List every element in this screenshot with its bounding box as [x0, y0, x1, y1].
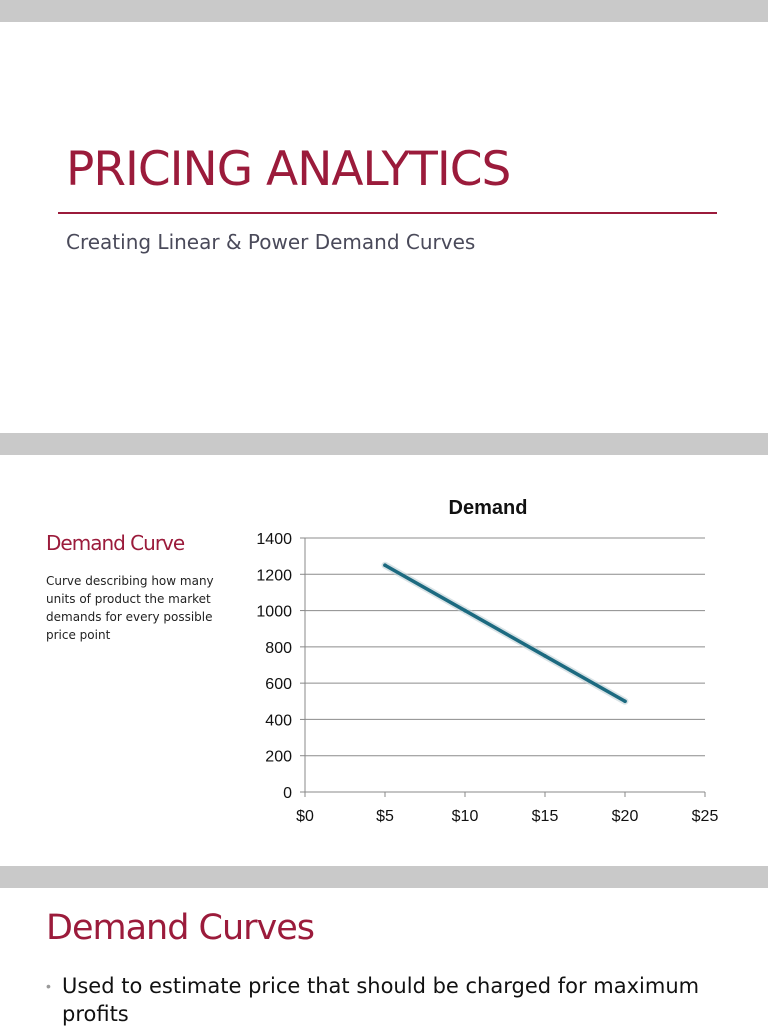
y-tick-label: 0 — [283, 785, 292, 802]
slide-separator-top — [0, 0, 768, 22]
slide-demand-curves — [0, 888, 768, 1024]
x-tick-label: $10 — [452, 808, 479, 825]
data-point — [383, 563, 387, 568]
chart-gridlines — [304, 537, 705, 793]
demand-curve-description: Curve describing how many units of produ… — [46, 574, 214, 642]
demand-curve-heading: Demand Curve — [46, 531, 185, 555]
slide-subtitle: Creating Linear & Power Demand Curves — [66, 230, 476, 254]
x-tick-label: $20 — [612, 808, 639, 825]
x-tick-label: $5 — [376, 808, 394, 825]
demand-chart: Demand 0 200 400 600 800 1000 1200 1400 $0 $5 $10… — [256, 497, 718, 825]
chart-series — [381, 561, 629, 705]
slide-separator-2 — [0, 866, 768, 888]
y-tick-label: 600 — [265, 676, 292, 693]
slide-demand-chart — [0, 455, 768, 866]
x-tick-label: $0 — [296, 808, 314, 825]
y-axis-ticks: 0 200 400 600 800 1000 1200 1400 — [256, 531, 305, 802]
y-tick-label: 800 — [265, 640, 292, 657]
x-axis-ticks: $0 $5 $10 $15 $20 $25 — [296, 792, 718, 825]
slide-title-text: PRICING ANALYTICS — [66, 142, 511, 197]
demand-curves-title: Demand Curves — [46, 908, 315, 948]
slide-separator-1 — [0, 433, 768, 455]
y-tick-label: 1000 — [256, 604, 292, 621]
bullet-dot: • — [46, 978, 51, 994]
title-divider — [58, 212, 717, 214]
slide-title — [0, 22, 768, 433]
y-tick-label: 1400 — [256, 531, 292, 548]
bullet-text: Used to estimate price that should be ch… — [62, 974, 700, 1026]
y-tick-label: 400 — [265, 712, 292, 729]
chart-title: Demand — [449, 497, 528, 519]
y-tick-label: 200 — [265, 749, 292, 766]
data-point — [543, 654, 547, 658]
x-tick-label: $15 — [532, 808, 559, 825]
series-line — [383, 563, 627, 704]
y-tick-label: 1200 — [256, 567, 292, 584]
data-point — [463, 608, 467, 613]
x-tick-label: $25 — [692, 808, 719, 825]
data-point — [623, 699, 627, 704]
